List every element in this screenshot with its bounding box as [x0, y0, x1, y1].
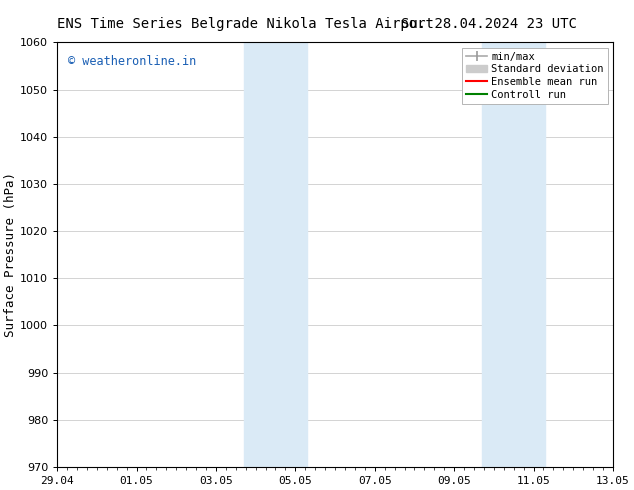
Bar	[482, 43, 545, 467]
Y-axis label: Surface Pressure (hPa): Surface Pressure (hPa)	[4, 172, 17, 337]
Legend: min/max, Standard deviation, Ensemble mean run, Controll run: min/max, Standard deviation, Ensemble me…	[462, 48, 608, 104]
Text: © weatheronline.in: © weatheronline.in	[68, 55, 197, 68]
Text: ENS Time Series Belgrade Nikola Tesla Airport: ENS Time Series Belgrade Nikola Tesla Ai…	[57, 17, 434, 31]
Bar	[243, 43, 307, 467]
Text: Su. 28.04.2024 23 UTC: Su. 28.04.2024 23 UTC	[401, 17, 577, 31]
